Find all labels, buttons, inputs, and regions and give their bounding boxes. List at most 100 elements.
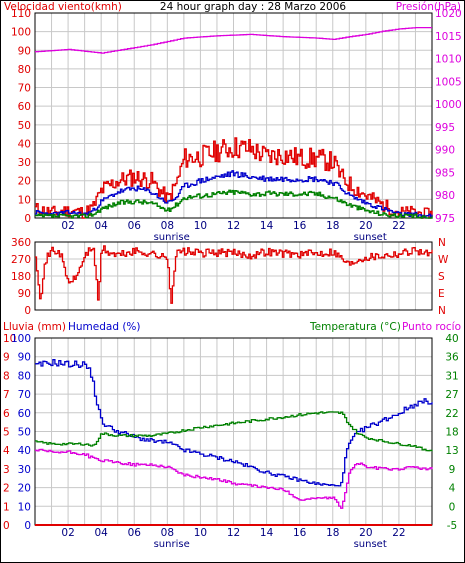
top-x-tick: 16 (293, 220, 307, 232)
temperature-y-tick: 9 (449, 464, 456, 476)
temperature-y-tick: 40 (445, 333, 458, 345)
top-x-tick: 14 (260, 220, 274, 232)
humidity-y-tick: 50 (18, 427, 31, 439)
bot-x-tick: 02 (61, 527, 74, 539)
pressure-y-tick: 1005 (435, 76, 462, 88)
pressure-y-tick: 1015 (435, 31, 462, 43)
temperature-y-tick: 4 (449, 483, 456, 495)
wind-y-tick: 70 (18, 83, 31, 95)
rain-y-tick: 4 (3, 445, 10, 457)
wind-y-tick: 60 (18, 101, 31, 113)
sunset-label: sunset (354, 232, 387, 243)
humidity-y-tick: 80 (18, 370, 31, 382)
wind-y-tick: 110 (11, 8, 31, 20)
wind-y-tick: 0 (24, 213, 31, 225)
wind-y-tick: 30 (18, 157, 31, 169)
rain-axis-label: Lluvia (mm) (3, 321, 66, 333)
bot-x-tick: 04 (94, 527, 108, 539)
pressure-y-tick: 1010 (435, 54, 462, 66)
rain-y-tick: 0 (3, 520, 10, 532)
top-x-tick: 06 (128, 220, 142, 232)
chart-title: 24 hour graph day : 28 Marzo 2006 (160, 1, 347, 13)
humidity-y-tick: 0 (24, 520, 31, 532)
humidity-axis-label: Humedad (%) (68, 321, 141, 333)
sunset-label: sunset (354, 539, 387, 550)
temperature-y-tick: 0 (449, 501, 456, 513)
wind-y-tick: 90 (18, 45, 31, 57)
rain-y-tick: 9 (3, 352, 10, 364)
pressure-y-tick: 990 (435, 145, 455, 157)
humidity-y-tick: 30 (18, 464, 31, 476)
top-x-tick: 08 (161, 220, 174, 232)
bot-x-tick: 06 (128, 527, 142, 539)
wind-axis-label: Velocidad viento(kmh) (4, 1, 122, 13)
wind-direction-line (35, 245, 433, 304)
rain-y-tick: 7 (3, 389, 10, 401)
pressure-y-tick: 985 (435, 167, 455, 179)
compass-tick: W (438, 254, 449, 266)
humidity-y-tick: 70 (18, 389, 31, 401)
temperature-y-tick: 36 (445, 352, 459, 364)
wind-pressure-chart: 0102030405060708090100110975980985990995… (11, 8, 462, 243)
compass-tick: E (438, 288, 445, 300)
pressure-y-tick: 980 (435, 190, 455, 202)
pressure-y-tick: 1000 (435, 99, 462, 111)
top-x-tick: 10 (194, 220, 207, 232)
temperature-y-tick: 27 (445, 389, 458, 401)
bot-x-tick: 18 (326, 527, 339, 539)
pressure-y-tick: 1020 (435, 8, 462, 20)
bottom-series-punto-rocío (35, 448, 433, 509)
top-x-tick: 04 (94, 220, 108, 232)
wind-y-tick: 20 (18, 176, 31, 188)
top-x-tick: 22 (392, 220, 405, 232)
bot-x-tick: 22 (392, 527, 405, 539)
bottom-series-temperatura (35, 411, 433, 452)
sunrise-label: sunrise (154, 232, 190, 243)
compass-tick: S (438, 271, 445, 283)
wind-y-tick: 50 (18, 120, 31, 132)
bot-x-tick: 20 (359, 527, 372, 539)
bot-x-tick: 08 (161, 527, 174, 539)
wind-y-tick: 40 (18, 138, 31, 150)
humidity-y-tick: 40 (18, 445, 31, 457)
wind-y-tick: 10 (18, 194, 31, 206)
compass-tick: N (438, 237, 446, 249)
mid-plot-border (34, 241, 433, 311)
top-x-tick: 12 (227, 220, 240, 232)
bot-x-tick: 10 (194, 527, 207, 539)
rain-y-tick: 3 (3, 464, 10, 476)
compass-tick: N (438, 305, 446, 317)
bot-x-tick: 14 (260, 527, 274, 539)
bot-x-tick: 12 (227, 527, 240, 539)
rain-y-tick: 1 (3, 501, 10, 513)
rain-y-tick: 2 (3, 483, 10, 495)
top-x-tick: 02 (61, 220, 74, 232)
top-series-blue (35, 170, 433, 219)
sunrise-label: sunrise (154, 539, 190, 550)
wind-y-tick: 80 (18, 64, 31, 76)
pressure-axis-label: Presión(hPa) (396, 1, 461, 13)
rain-y-tick: 8 (3, 370, 10, 382)
top-series-red (35, 137, 433, 219)
humidity-y-tick: 60 (18, 408, 31, 420)
top-series-magenta (35, 26, 432, 54)
rain-y-tick: 6 (3, 408, 10, 420)
temperature-axis-label: Temperatura (°C) (309, 321, 401, 333)
humidity-y-tick: 100 (11, 333, 31, 345)
rain-y-tick: 10 (3, 333, 16, 345)
top-x-tick: 18 (326, 220, 339, 232)
direction-y-tick: 180 (11, 271, 31, 283)
top-series-green (35, 189, 433, 219)
humidity-y-tick: 10 (18, 501, 31, 513)
wind-y-tick: 100 (11, 27, 31, 39)
pressure-y-tick: 975 (435, 213, 455, 225)
direction-y-tick: 0 (24, 305, 31, 317)
top-x-tick: 20 (359, 220, 372, 232)
direction-y-tick: 360 (11, 237, 31, 249)
temperature-y-tick: 18 (445, 427, 458, 439)
top-plot-border (34, 12, 433, 219)
humidity-y-tick: 90 (18, 352, 31, 364)
direction-y-tick: 270 (11, 254, 31, 266)
